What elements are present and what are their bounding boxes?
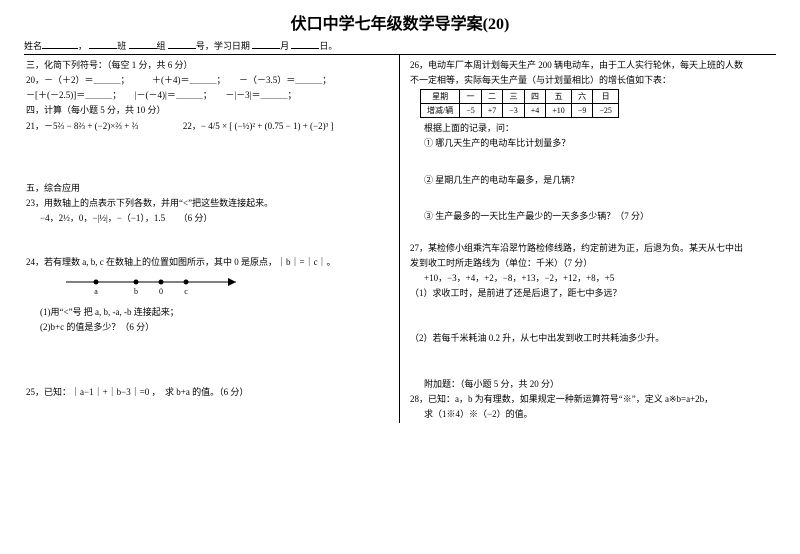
td-4: +4 (524, 104, 546, 118)
th-1: 一 (460, 90, 482, 104)
q26-line-b: 不一定相等，实际每天生产量（与计划量相比）的增长值如下表： (410, 74, 770, 86)
label-group: 组 (157, 41, 166, 51)
page-title: 伏口中学七年级数学导学案(20) (24, 10, 776, 34)
td-0: 增减/辆 (421, 104, 460, 118)
blank-month (252, 38, 280, 49)
section-4-heading: 四，计算（每小题 5 分，共 10 分） (26, 104, 389, 116)
number-line-figure: a b 0 c (66, 274, 389, 300)
q26-sub-1: ① 哪几天生产的电动车比计划量多？ (410, 137, 770, 149)
q26-prompt: 根据上面的记录，问： (410, 122, 770, 134)
q25-line: 25，已知：｜a−1｜+｜b−3｜=0 ， 求 b+a 的值。（6 分） (26, 386, 389, 398)
td-5: +10 (546, 104, 572, 118)
right-column: 26，电动车厂本周计划每天生产 200 辆电动车，由于工人实行轮休，每天上班的人… (400, 55, 776, 423)
label-class: 班 (117, 41, 126, 51)
blank-class (89, 38, 117, 49)
th-7: 日 (593, 90, 619, 104)
production-table: 星期 一 二 三 四 五 六 日 增减/辆 −5 +7 −3 +4 +10 −9 (420, 89, 619, 118)
blank-day (291, 38, 319, 49)
q27-sub-1: （1）求收工时，是前进了还是后退了，距七中多远？ (410, 287, 770, 299)
table-row-head: 星期 一 二 三 四 五 六 日 (421, 90, 619, 104)
q28-line-a: 28，已知：a，b 为有理数，如果规定一种新运算符号“※”，定义 a※b=a+2… (410, 393, 770, 405)
q26-sub-2: ② 星期几生产的电动车最多，是几辆？ (410, 174, 770, 186)
q24-sub-1: (1)用“<”号 把 a, b, -a, -b 连接起来； (26, 306, 389, 318)
worksheet-page: 伏口中学七年级数学导学案(20) 姓名， 班 组 号，学习日期 月 日。 三，化… (0, 0, 800, 554)
q22-expression: 22，− 4/5 × [ (−½)² + (0.75 − 1) + (−2)³ … (183, 121, 334, 131)
q23-line-b: −4，2½，0，−|½|，−（−1），1.5 （6 分） (26, 212, 389, 224)
q21-q22-row: 21，－5⅔ − 8⅔ + (−2)×⅔ + ⅔ 22，− 4/5 × [ (−… (26, 120, 389, 132)
svg-text:c: c (184, 287, 188, 296)
svg-text:0: 0 (159, 287, 163, 296)
label-number: 号，学习日期 (196, 41, 250, 51)
svg-text:b: b (134, 287, 138, 296)
q20-line-b: －[＋(－2.5)]＝＿＿＿； |－(－4)|＝＿＿＿； －|－3|＝＿＿＿； (26, 89, 389, 101)
blank-group (129, 38, 157, 49)
td-6: −9 (571, 104, 593, 118)
q26-line-a: 26，电动车厂本周计划每天生产 200 辆电动车，由于工人实行轮休，每天上班的人… (410, 59, 770, 71)
section-3-heading: 三，化简下列符号：（每空 1 分，共 6 分） (26, 59, 389, 71)
blank-number (168, 38, 196, 49)
td-7: −25 (593, 104, 619, 118)
th-4: 四 (524, 90, 546, 104)
th-0: 星期 (421, 90, 460, 104)
q28-line-b: 求（1※4）※（−2）的值。 (410, 408, 770, 420)
label-month: 月 (280, 41, 289, 51)
td-2: +7 (481, 104, 503, 118)
q27-line-a: 27，某检修小组乘汽车沿翠竹路检修线路，约定前进为正，后退为负。某天从七中出 (410, 242, 770, 254)
label-day: 日。 (319, 41, 337, 51)
q24-line-a: 24，若有理数 a, b, c 在数轴上的位置如图所示，其中 0 是原点，｜b｜… (26, 256, 389, 268)
svg-text:a: a (94, 287, 98, 296)
td-1: −5 (460, 104, 482, 118)
th-5: 五 (546, 90, 572, 104)
q21-expression: 21，－5⅔ − 8⅔ + (−2)×⅔ + ⅔ (26, 121, 138, 131)
q27-line-c: +10，−3，+4，+2，−8，+13，−2，+12，+8，+5 (410, 272, 770, 284)
q26-sub-3: ③ 生产最多的一天比生产最少的一天多多少辆？（7 分） (410, 210, 770, 222)
th-2: 二 (481, 90, 503, 104)
th-6: 六 (571, 90, 593, 104)
th-3: 三 (503, 90, 525, 104)
blank-name (42, 38, 78, 49)
two-column-layout: 三，化简下列符号：（每空 1 分，共 6 分） 20，－（＋2）＝＿＿＿； ＋(… (24, 54, 776, 423)
bonus-heading: 附加题：（每小题 5 分，共 20 分） (410, 378, 770, 390)
q27-line-b: 发到收工时所走路线为（单位：千米）（7 分） (410, 257, 770, 269)
left-column: 三，化简下列符号：（每空 1 分，共 6 分） 20，－（＋2）＝＿＿＿； ＋(… (24, 55, 400, 423)
student-info-line: 姓名， 班 组 号，学习日期 月 日。 (24, 38, 776, 52)
q27-sub-2: （2）若每千米耗油 0.2 升，从七中出发到收工时共耗油多少升。 (410, 332, 770, 344)
number-line-svg: a b 0 c (66, 274, 246, 298)
table-row-values: 增减/辆 −5 +7 −3 +4 +10 −9 −25 (421, 104, 619, 118)
section-5-heading: 五，综合应用 (26, 182, 389, 194)
q23-line-a: 23，用数轴上的点表示下列各数，并用“<”把这些数连接起来。 (26, 197, 389, 209)
q20-line-a: 20，－（＋2）＝＿＿＿； ＋(＋4)＝＿＿＿； －（－3.5）＝＿＿＿； (26, 74, 389, 86)
q24-sub-2: (2)b+c 的值是多少？（6 分） (26, 321, 389, 333)
label-name: 姓名 (24, 41, 42, 51)
td-3: −3 (503, 104, 525, 118)
